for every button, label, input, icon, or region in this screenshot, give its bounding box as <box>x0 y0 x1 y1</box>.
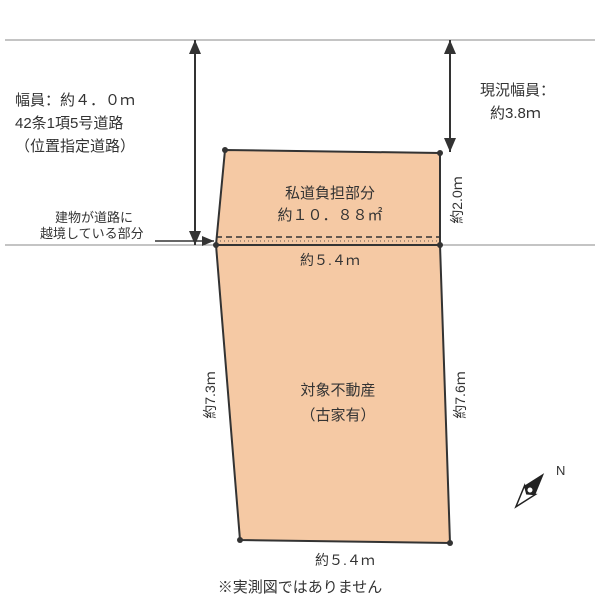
upper-area-1: 私道負担部分 <box>285 185 375 202</box>
upper-area-2: 約１０．８８㎡ <box>277 207 382 224</box>
dim-bottom: 約５.４ｍ <box>315 552 375 568</box>
dim-right-1: 約2.0ｍ <box>449 176 465 223</box>
encroach-1: 建物が道路に <box>55 210 133 225</box>
lower-area-2: （古家有） <box>300 407 375 424</box>
compass-icon <box>510 469 549 512</box>
topright-1: 現況幅員： <box>480 82 555 99</box>
footnote: ※実測図ではありません <box>218 579 383 596</box>
lower-area-1: 対象不動産 <box>300 382 375 399</box>
left-label-2: 42条1項5号道路 <box>15 115 123 132</box>
dim-left: 約7.3ｍ <box>202 371 218 418</box>
dim-right-2: 約7.6ｍ <box>452 371 468 418</box>
lot-diagram: 幅員：約４．０ｍ 42条1項5号道路 （位置指定道路） 建物が道路に 越境してい… <box>0 0 600 600</box>
encroach-2: 越境している部分 <box>40 226 144 241</box>
dim-top: 約５.４ｍ <box>300 252 360 268</box>
compass-n: N <box>556 463 565 478</box>
left-label-3: （位置指定道路） <box>15 138 135 155</box>
left-label-1: 幅員：約４．０ｍ <box>15 92 135 109</box>
right-road-width-arrow <box>444 40 456 152</box>
topright-2: 約3.8ｍ <box>490 105 541 122</box>
left-road-width-arrow <box>189 40 201 245</box>
